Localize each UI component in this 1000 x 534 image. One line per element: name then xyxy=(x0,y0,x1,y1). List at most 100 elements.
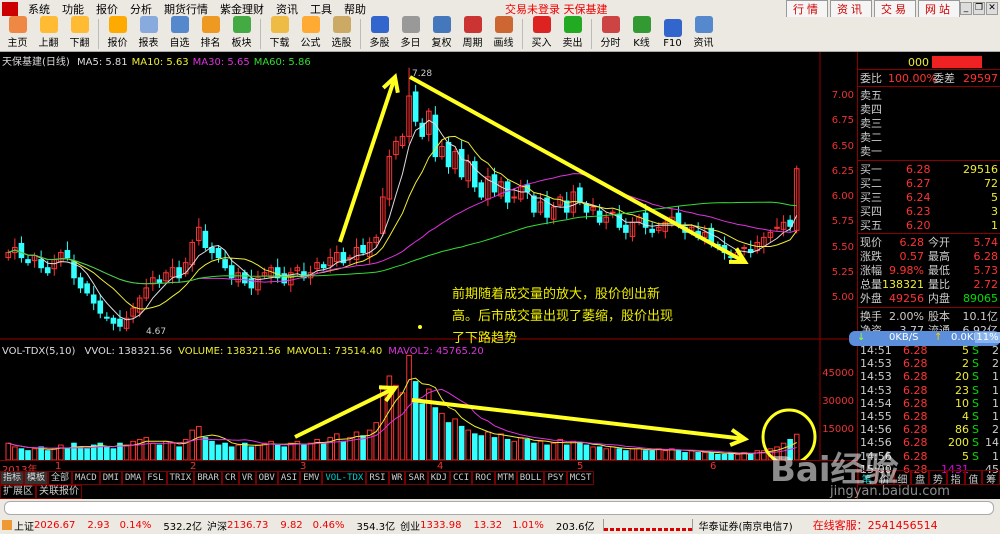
indicator-tab[interactable]: BRAR xyxy=(194,471,222,485)
detail-tab[interactable]: 价 xyxy=(875,470,894,486)
tick-count: 2 xyxy=(992,423,999,437)
extension-tab[interactable]: 关联报价 xyxy=(36,485,82,499)
toolbar-button[interactable]: F10 xyxy=(657,16,688,51)
toolbar-button[interactable]: 上翻 xyxy=(33,16,64,51)
indicator-tab[interactable]: BOLL xyxy=(516,471,545,485)
volume-bar xyxy=(235,444,242,460)
volume-bar xyxy=(557,438,563,460)
toolbar-button[interactable]: K线 xyxy=(626,16,657,51)
restore-button[interactable]: ❐ xyxy=(973,2,985,15)
toolbar-button[interactable]: 主页 xyxy=(2,16,33,51)
detail-tab[interactable]: 细 xyxy=(893,470,912,486)
indicator-tab[interactable]: TRIX xyxy=(166,471,195,485)
detail-tab[interactable]: 筹 xyxy=(982,470,1000,486)
toolbar-button[interactable]: 周期 xyxy=(457,16,488,51)
indicator-tab[interactable]: WR xyxy=(388,471,406,485)
indicator-tab[interactable]: ROC xyxy=(472,471,495,485)
indicator-tab[interactable]: MACD xyxy=(72,471,100,485)
indicator-label-tab[interactable]: 模板 xyxy=(24,471,49,485)
minimize-button[interactable]: _ xyxy=(960,2,972,15)
volume-bar xyxy=(268,440,274,460)
detail-tab[interactable]: 笔 xyxy=(858,470,876,486)
candle xyxy=(780,221,787,230)
tick-side: S xyxy=(972,357,979,371)
toolbar-button[interactable]: 自选 xyxy=(164,16,195,51)
sz-percent: 0.46% xyxy=(312,519,345,531)
command-input[interactable] xyxy=(4,501,994,515)
toolbar-button[interactable]: 公式 xyxy=(295,16,326,51)
volume-bar xyxy=(406,354,412,460)
volume-bar xyxy=(143,437,150,460)
toolbar-button[interactable]: 分时 xyxy=(595,16,626,51)
volume-bar xyxy=(616,448,623,460)
indicator-tab[interactable]: DMA xyxy=(122,471,145,485)
indicator-tab[interactable]: KDJ xyxy=(427,471,450,485)
toolbar-button[interactable]: 选股 xyxy=(326,16,357,51)
indicator-tab[interactable]: MTM xyxy=(494,471,517,485)
menu-item[interactable]: 报价 xyxy=(96,2,118,16)
indicator-tab[interactable]: CCI xyxy=(449,471,473,485)
buy-volume: 5 xyxy=(991,191,998,204)
indicator-tab[interactable]: EMV xyxy=(300,471,323,485)
close-button[interactable]: ✕ xyxy=(986,2,998,15)
indicator-tab[interactable]: ASI xyxy=(277,471,301,485)
indicator-tab[interactable]: VOL-TDX xyxy=(322,471,367,485)
top-link-button[interactable]: 交易 xyxy=(874,0,916,18)
menu-item[interactable]: 系统 xyxy=(28,2,50,16)
volume-bar xyxy=(419,403,426,460)
quote-row: 卖二 xyxy=(858,131,1000,144)
detail-tab[interactable]: 势 xyxy=(929,470,947,486)
indicator-tab[interactable]: 全部 xyxy=(48,471,73,485)
indicator-tab[interactable]: VR xyxy=(238,471,256,485)
menu-item[interactable]: 紫金理财 xyxy=(220,2,264,16)
top-link-button[interactable]: 资讯 xyxy=(830,0,872,18)
toolbar-button[interactable]: 画线 xyxy=(488,16,519,51)
indicator-tab[interactable]: FSL xyxy=(144,471,167,485)
tick-time: 14:53 xyxy=(860,357,892,371)
toolbar-button[interactable]: 排名 xyxy=(195,16,226,51)
menu-item[interactable]: 资讯 xyxy=(276,2,298,16)
volume-bar xyxy=(544,444,550,460)
toolbar-button[interactable]: 卖出 xyxy=(557,16,588,51)
indicator-tab[interactable]: MCST xyxy=(566,471,595,485)
indicator-tab[interactable]: OBV xyxy=(255,471,278,485)
tick-price: 6.28 xyxy=(903,462,928,476)
toolbar-button[interactable]: 复权 xyxy=(426,16,457,51)
toolbar-button[interactable]: 买入 xyxy=(526,16,557,51)
detail-tab[interactable]: 值 xyxy=(964,470,983,486)
tick-count: 2 xyxy=(992,344,999,357)
cy-index-label[interactable]: 创业 xyxy=(400,521,421,533)
broker-server[interactable]: 华泰证券(南京电信7) xyxy=(698,521,793,533)
menu-item[interactable]: 分析 xyxy=(130,2,152,16)
sz-index-label[interactable]: 沪深 xyxy=(207,521,228,533)
toolbar-button[interactable]: 下翻 xyxy=(64,16,95,51)
toolbar-button[interactable]: 报价 xyxy=(102,16,133,51)
toolbar-button[interactable]: 报表 xyxy=(133,16,164,51)
stat-label: 量比 xyxy=(928,278,950,291)
detail-tab[interactable]: 盘 xyxy=(911,470,929,486)
toolbar-button[interactable]: 板块 xyxy=(226,16,257,51)
indicator-tab[interactable]: SAR xyxy=(405,471,428,485)
toolbar-button[interactable]: 资讯 xyxy=(688,16,719,51)
kline-chart[interactable]: 7.28 4.67 xyxy=(0,52,857,460)
online-service[interactable]: 在线客服：2541456514 xyxy=(812,519,938,532)
menu-item[interactable]: 期货行情 xyxy=(164,2,208,16)
indicator-label-tab[interactable]: 指标 xyxy=(0,471,25,485)
menu-item[interactable]: 工具 xyxy=(310,2,332,16)
extension-tab[interactable]: 扩展区 xyxy=(0,485,36,499)
indicator-tab[interactable]: DMI xyxy=(99,471,122,485)
quote-row: 14:56 6.28 86 S 2 xyxy=(858,423,1000,436)
toolbar-button[interactable]: 多股 xyxy=(364,16,395,51)
toolbar-button[interactable]: 下载 xyxy=(264,16,295,51)
toolbar-button[interactable]: 多日 xyxy=(395,16,426,51)
top-link-button[interactable]: 网站 xyxy=(918,0,960,18)
menu-item[interactable]: 帮助 xyxy=(344,2,366,16)
indicator-tab[interactable]: PSY xyxy=(544,471,567,485)
indicator-tab[interactable]: RSI xyxy=(366,471,389,485)
top-link-button[interactable]: 行情 xyxy=(786,0,828,18)
detail-tab[interactable]: 指 xyxy=(946,470,965,486)
indicator-tab[interactable]: CR xyxy=(221,471,239,485)
menu-item[interactable]: 功能 xyxy=(62,2,84,16)
high-price-label: 7.28 xyxy=(412,69,432,79)
sh-index-label[interactable]: 上证 xyxy=(14,521,34,533)
